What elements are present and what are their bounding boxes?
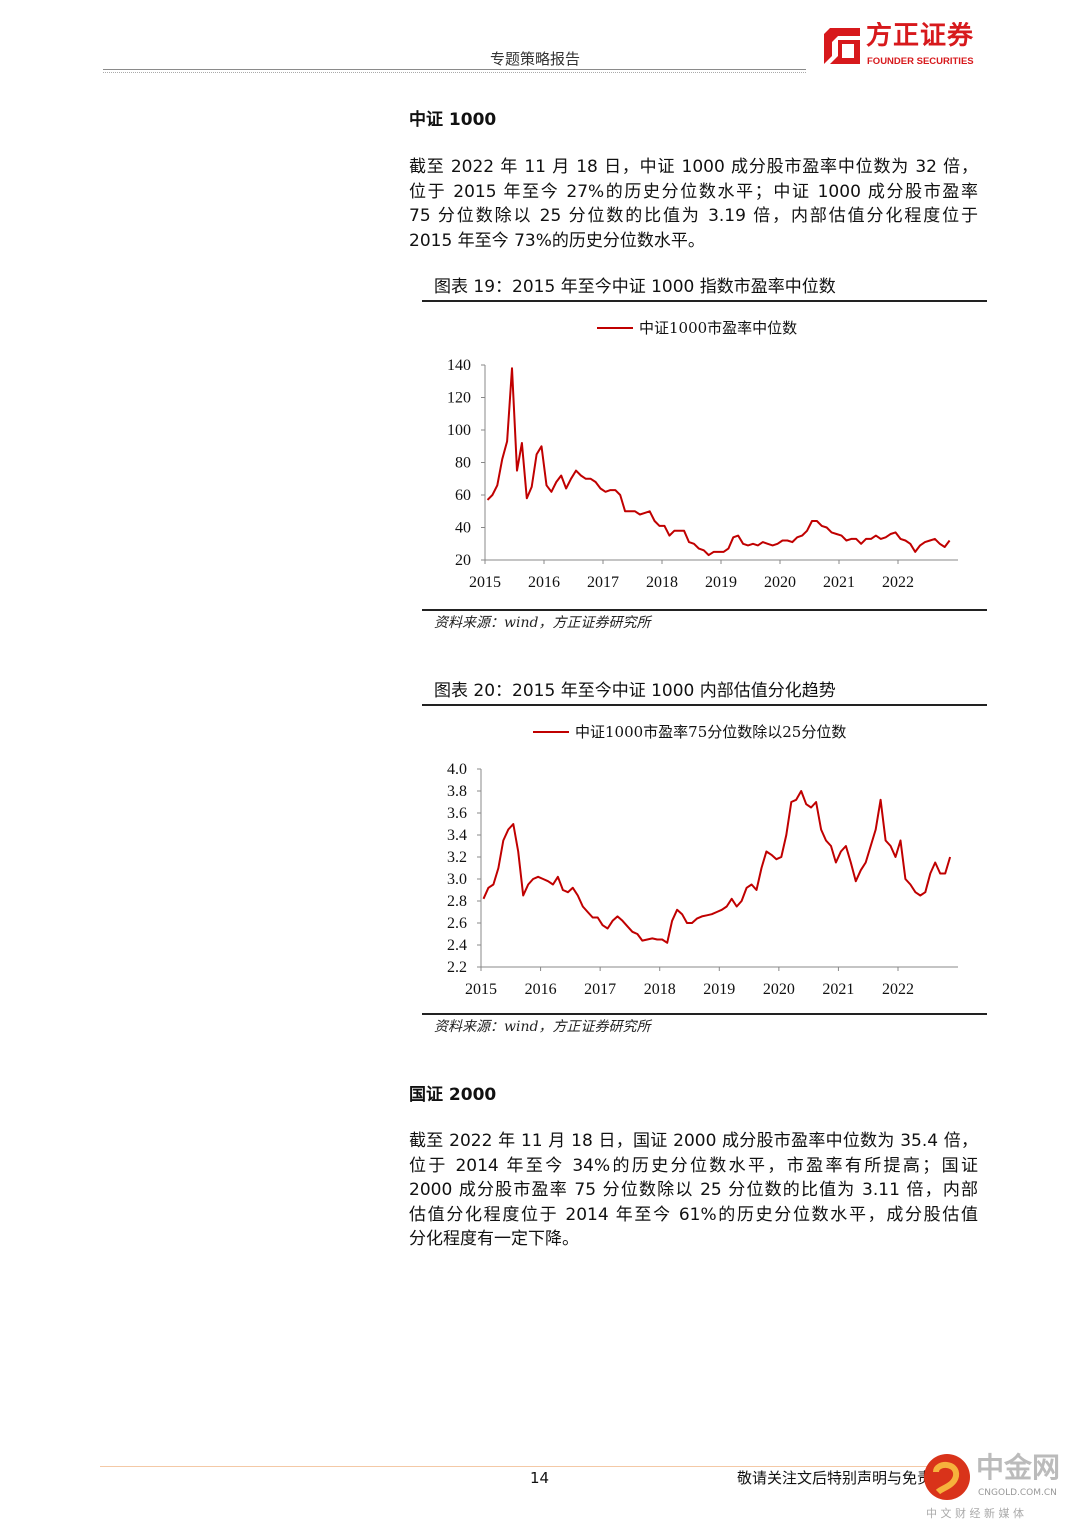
- paragraph-line: 2000 成分股市盈率 75 分位数除以 25 分位数的比值为 3.11 倍，内…: [409, 1180, 978, 1201]
- logo-text-cn: 方正证券: [866, 22, 975, 50]
- x-tick-label: 2015: [465, 981, 497, 998]
- series-line: [486, 367, 951, 557]
- figure20-bottom-rule: [422, 1013, 987, 1015]
- x-tick-label: 2018: [646, 574, 678, 591]
- watermark-cn: 中金网: [976, 1452, 1061, 1484]
- y-tick-label: 120: [447, 390, 471, 407]
- x-tick-label: 2017: [587, 574, 619, 591]
- paragraph-line: 截至 2022 年 11 月 18 日，国证 2000 成分股市盈率中位数为 3…: [409, 1131, 978, 1151]
- section-heading-csi1000: 中证 1000: [409, 110, 497, 130]
- figure20-top-rule: [422, 704, 987, 706]
- watermark-tagline: 中 文 财 经 新 媒 体: [926, 1507, 1024, 1520]
- x-tick-label: 2019: [703, 981, 735, 998]
- y-tick-label: 140: [447, 357, 471, 374]
- logo-text-en: FOUNDER SECURITIES: [867, 56, 974, 67]
- y-tick-label: 3.8: [447, 783, 467, 800]
- y-tick-label: 2.6: [447, 915, 467, 932]
- figure19-source: 资料来源：wind，方正证券研究所: [434, 615, 651, 631]
- x-tick-label: 2020: [764, 574, 796, 591]
- paragraph-line: 2015 年至今 73%的历史分位数水平。: [409, 230, 705, 251]
- chart1-pe-median: 20 40 60 80 100 120 140 2015 2016 2017 2018 2019 202…: [447, 357, 958, 591]
- y-tick-label: 4.0: [447, 761, 467, 778]
- y-tick-label: 60: [455, 487, 471, 504]
- legend-label: 中证1000市盈率75分位数除以25分位数: [575, 723, 847, 741]
- section-heading-cni2000: 国证 2000: [409, 1085, 497, 1105]
- figure19-title: 图表 19：2015 年至今中证 1000 指数市盈率中位数: [434, 277, 836, 297]
- x-tick-label: 2015: [469, 574, 501, 591]
- paragraph-line: 截至 2022 年 11 月 18 日，中证 1000 成分股市盈率中位数为 3…: [409, 157, 978, 177]
- paragraph-line: 估值分化程度位于 2014 年至今 61%的历史分位数水平，成分股估值: [409, 1204, 978, 1225]
- series-line: [482, 790, 952, 944]
- header-divider: [103, 69, 806, 73]
- y-tick-label: 100: [447, 422, 471, 439]
- paragraph-line: 75 分位数除以 25 分位数的比值为 3.19 倍，内部估值分化程度位于: [409, 206, 978, 227]
- logo-mark-icon: [824, 28, 860, 64]
- x-tick-label: 2022: [882, 981, 914, 998]
- x-tick-label: 2021: [822, 981, 854, 998]
- section1-paragraph: 截至 2022 年 11 月 18 日，中证 1000 成分股市盈率中位数为 3…: [409, 155, 978, 253]
- chart1-legend: 中证1000市盈率中位数: [597, 319, 797, 337]
- y-tick-label: 3.0: [447, 871, 467, 888]
- y-tick-label: 20: [455, 552, 471, 569]
- x-tick-label: 2021: [823, 574, 855, 591]
- disclaimer-link[interactable]: 敬请关注文后特别声明与免责条款: [737, 1469, 963, 1487]
- x-tick-label: 2018: [644, 981, 676, 998]
- y-tick-label: 80: [455, 455, 471, 472]
- legend-swatch: [597, 327, 633, 329]
- figure19-bottom-rule: [422, 609, 987, 611]
- footer-divider: [100, 1466, 960, 1467]
- figure19-top-rule: [422, 300, 987, 302]
- x-tick-label: 2017: [584, 981, 616, 998]
- watermark-url: CNGOLD.COM.CN: [978, 1488, 1057, 1498]
- paragraph-line: 位于 2014 年至今 34%的历史分位数水平，市盈率有所提高；国证: [409, 1155, 978, 1176]
- x-tick-label: 2022: [882, 574, 914, 591]
- chart2-legend: 中证1000市盈率75分位数除以25分位数: [533, 723, 846, 741]
- founder-securities-logo: 方正证券 FOUNDER SECURITIES: [820, 22, 985, 72]
- legend-swatch: [533, 731, 569, 733]
- report-type-header: 专题策略报告: [489, 50, 580, 68]
- x-tick-label: 2016: [528, 574, 560, 591]
- y-tick-label: 2.4: [447, 937, 467, 954]
- chart2-valuation-dispersion: 2.2 2.4 2.6 2.8 3.0 3.2 3.4 3.6 3.8 4.0 2015 2016 20…: [447, 761, 958, 998]
- x-tick-label: 2020: [763, 981, 795, 998]
- cngold-logo-icon: [924, 1454, 970, 1500]
- section2-paragraph: 截至 2022 年 11 月 18 日，国证 2000 成分股市盈率中位数为 3…: [409, 1129, 978, 1252]
- legend-label: 中证1000市盈率中位数: [639, 319, 798, 337]
- y-tick-label: 3.6: [447, 805, 467, 822]
- y-tick-label: 2.2: [447, 959, 467, 976]
- y-tick-label: 2.8: [447, 893, 467, 910]
- x-tick-label: 2016: [525, 981, 557, 998]
- y-tick-label: 3.2: [447, 849, 467, 866]
- cngold-watermark: 中金网 CNGOLD.COM.CN 中 文 财 经 新 媒 体: [920, 1452, 1075, 1524]
- y-tick-label: 40: [455, 520, 471, 537]
- paragraph-line: 分化程度有一定下降。: [409, 1229, 579, 1250]
- page-number: 14: [530, 1469, 550, 1487]
- y-tick-label: 3.4: [447, 827, 467, 844]
- figure20-title: 图表 20：2015 年至今中证 1000 内部估值分化趋势: [434, 681, 836, 701]
- x-tick-label: 2019: [705, 574, 737, 591]
- paragraph-line: 位于 2015 年至今 27%的历史分位数水平；中证 1000 成分股市盈率: [409, 181, 978, 202]
- figure20-source: 资料来源：wind，方正证券研究所: [434, 1019, 651, 1035]
